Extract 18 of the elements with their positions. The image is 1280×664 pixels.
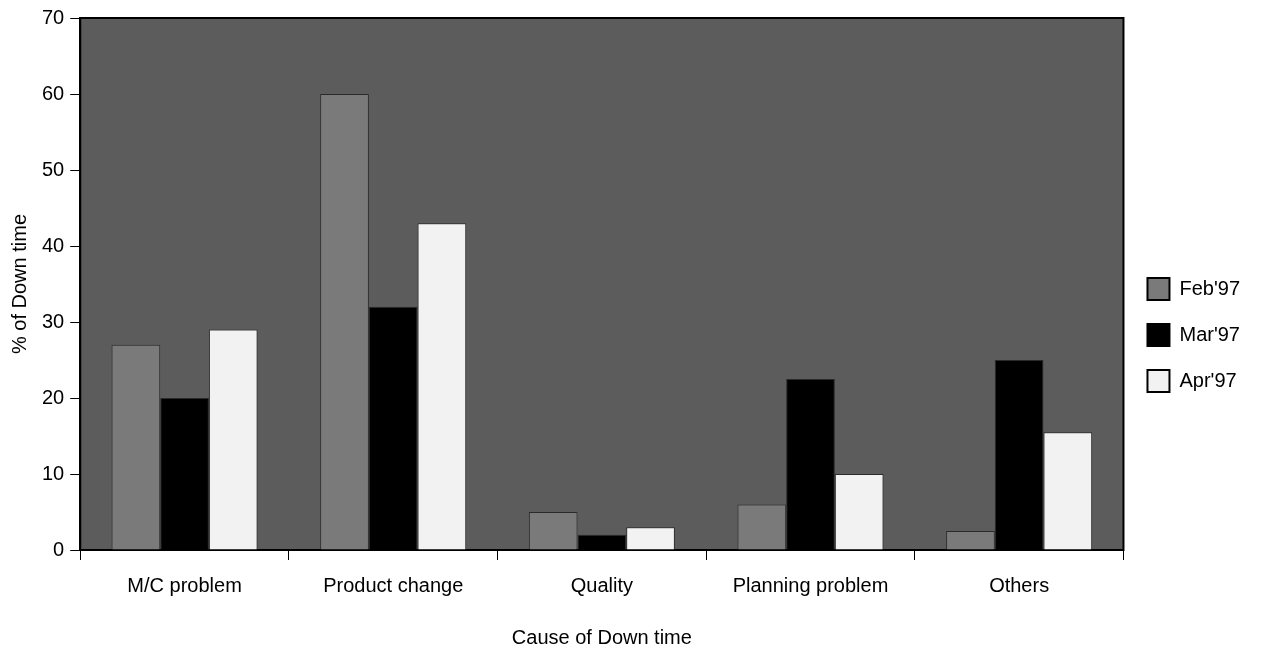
- y-tick-label: 20: [42, 385, 65, 408]
- legend-label: Feb'97: [1179, 276, 1240, 299]
- y-tick-label: 0: [53, 537, 65, 560]
- legend-label: Apr'97: [1179, 368, 1237, 391]
- x-tick-label: M/C problem: [127, 573, 242, 596]
- x-tick-label: Others: [989, 573, 1050, 596]
- y-tick-label: 60: [42, 81, 65, 104]
- y-tick-label: 30: [42, 309, 65, 332]
- x-tick-label: Planning problem: [732, 573, 889, 596]
- y-tick-label: 50: [42, 157, 65, 180]
- y-axis-title: % of Down time: [7, 213, 30, 355]
- x-axis-title: Cause of Down time: [511, 625, 692, 648]
- y-tick-label: 40: [42, 233, 65, 256]
- x-tick-label: Product change: [323, 573, 464, 596]
- y-tick-label: 10: [42, 461, 65, 484]
- x-tick-label: Quality: [570, 573, 633, 596]
- legend-label: Mar'97: [1179, 322, 1240, 345]
- y-tick-label: 70: [42, 5, 65, 28]
